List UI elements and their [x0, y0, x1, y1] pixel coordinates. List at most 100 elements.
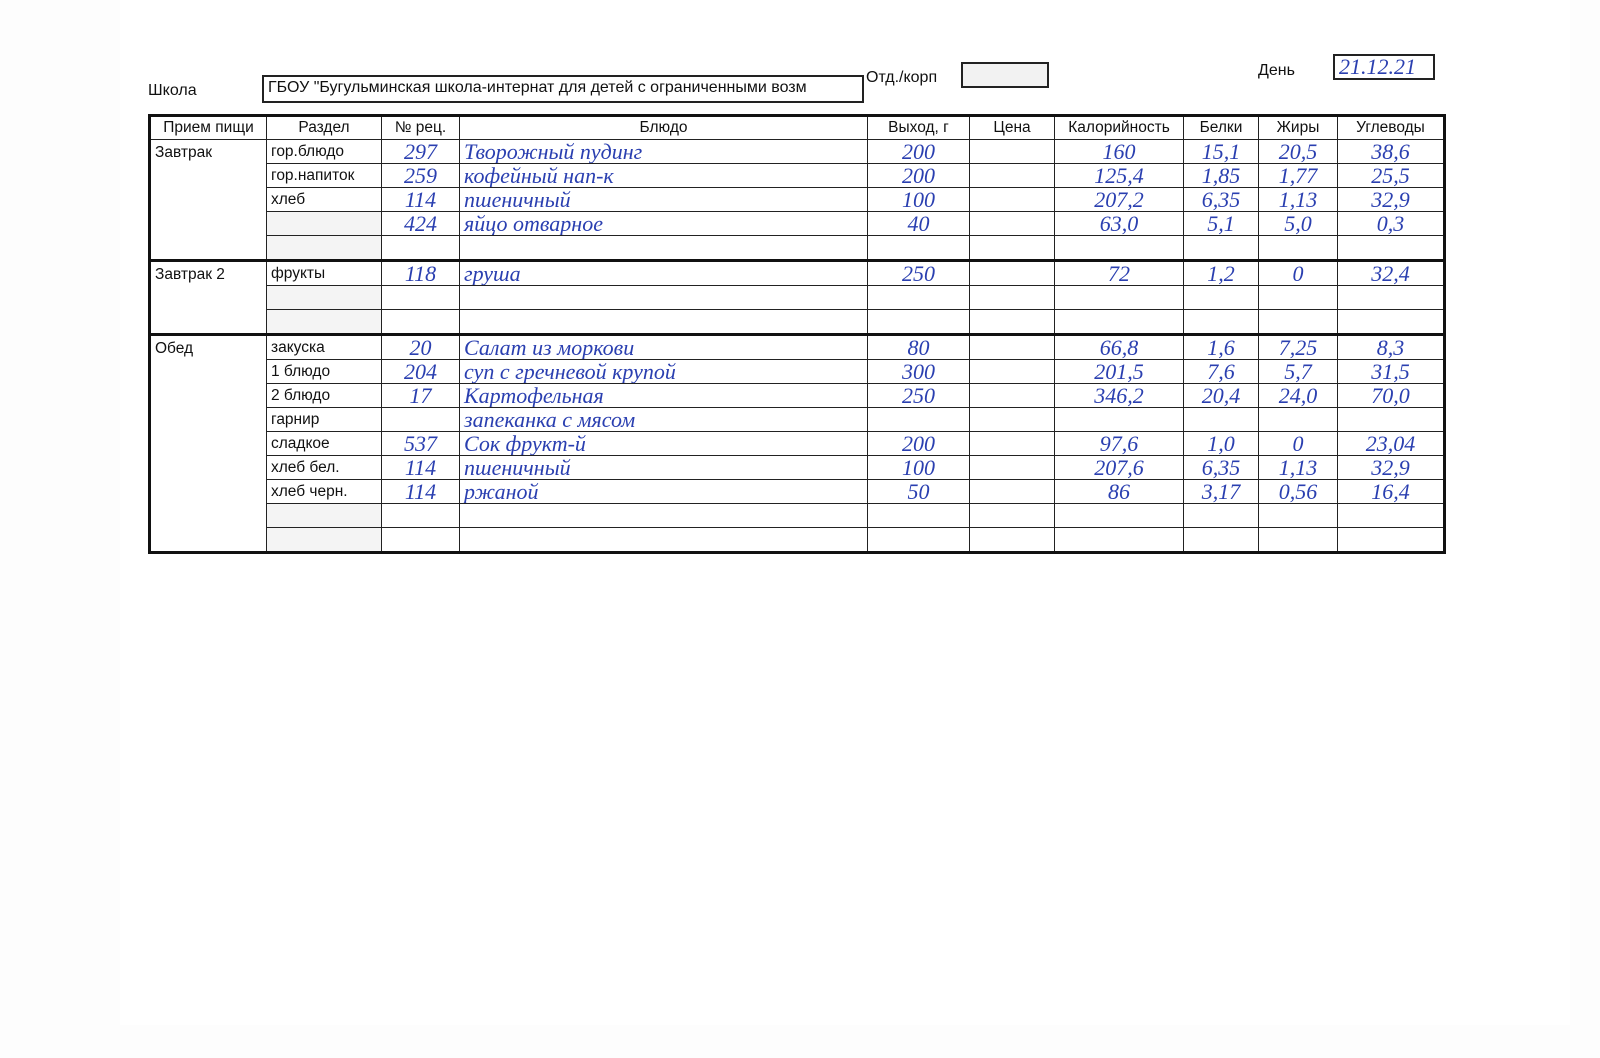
- cell-fat: [1258, 309, 1338, 335]
- cell-prot: 6,35: [1183, 187, 1259, 212]
- cell-section: [266, 309, 382, 335]
- column-header: Выход, г: [867, 115, 970, 140]
- table-row: хлеб черн. 114 ржаной 50 86 3,17 0,56 16,4: [150, 479, 1445, 504]
- cell-fat: 5,0: [1258, 211, 1338, 236]
- cell-price: [969, 455, 1055, 480]
- dept-label: Отд./корп: [866, 69, 938, 86]
- cell-out: 100: [867, 455, 970, 480]
- cell-dish: яйцо отварное: [459, 211, 868, 236]
- cell-kcal: 207,2: [1054, 187, 1184, 212]
- cell-price: [969, 309, 1055, 335]
- cell-fat: 0,56: [1258, 479, 1338, 504]
- cell-prot: 6,35: [1183, 455, 1259, 480]
- cell-kcal: [1054, 285, 1184, 310]
- cell-fat: 20,5: [1258, 139, 1338, 164]
- cell-carb: 70,0: [1337, 383, 1445, 408]
- table-row: Завтрак 2 фрукты 118 груша 250 72 1,2 0 32,4: [149, 259, 1445, 336]
- cell-rec: 17: [381, 383, 460, 408]
- cell-prot: 1,2: [1183, 259, 1259, 286]
- cell-kcal: 346,2: [1054, 383, 1184, 408]
- table-row: гор.напиток 259 кофейный нап-к 200 125,4 1,85…: [150, 163, 1445, 188]
- cell-price: [969, 211, 1055, 236]
- cell-section: [266, 235, 382, 261]
- cell-kcal: 207,6: [1054, 455, 1184, 480]
- cell-section: хлеб бел.: [266, 455, 382, 480]
- cell-prot: [1183, 235, 1259, 261]
- cell-section: гор.блюдо: [266, 139, 382, 164]
- cell-prot: 1,0: [1183, 431, 1259, 456]
- cell-rec: 118: [381, 259, 460, 286]
- cell-price: [969, 139, 1055, 164]
- dept-field: [961, 62, 1049, 88]
- table-row: гарнир запеканка с мясом: [150, 407, 1445, 432]
- cell-price: [969, 431, 1055, 456]
- table-row: [150, 235, 1445, 261]
- cell-rec: 297: [381, 139, 460, 164]
- cell-fat: 0: [1258, 259, 1338, 286]
- cell-section: сладкое: [266, 431, 382, 456]
- cell-carb: 8,3: [1337, 333, 1445, 360]
- cell-fat: [1258, 235, 1338, 261]
- school-label: Школа: [148, 82, 197, 99]
- cell-fat: 0: [1258, 431, 1338, 456]
- cell-rec: 259: [381, 163, 460, 188]
- cell-section: 2 блюдо: [266, 383, 382, 408]
- cell-kcal: 201,5: [1054, 359, 1184, 384]
- cell-dish: запеканка с мясом: [459, 407, 868, 432]
- cell-section: [266, 503, 382, 528]
- cell-prot: [1183, 527, 1259, 553]
- meal-name: Обед: [149, 333, 267, 554]
- cell-rec: 537: [381, 431, 460, 456]
- meal-name: Завтрак 2: [149, 259, 267, 336]
- cell-carb: [1337, 235, 1445, 261]
- table-row: Обед закуска 20 Салат из моркови 80 66,8 1,6 7,…: [149, 333, 1445, 554]
- cell-prot: 15,1: [1183, 139, 1259, 164]
- cell-out: 80: [867, 333, 970, 360]
- cell-kcal: [1054, 309, 1184, 335]
- meal-name: Завтрак: [149, 139, 267, 262]
- cell-prot: 1,85: [1183, 163, 1259, 188]
- cell-dish: Салат из моркови: [459, 333, 868, 360]
- cell-kcal: [1054, 503, 1184, 528]
- cell-price: [969, 527, 1055, 553]
- school-field: ГБОУ "Бугульминская школа-интернат для д…: [262, 75, 864, 103]
- cell-rec: [381, 285, 460, 310]
- cell-section: хлеб: [266, 187, 382, 212]
- cell-dish: [459, 285, 868, 310]
- cell-dish: кофейный нап-к: [459, 163, 868, 188]
- cell-carb: 38,6: [1337, 139, 1445, 164]
- cell-kcal: 66,8: [1054, 333, 1184, 360]
- cell-rec: 424: [381, 211, 460, 236]
- day-field: 21.12.21: [1333, 54, 1435, 80]
- cell-out: 250: [867, 259, 970, 286]
- table-row: сладкое 537 Сок фрукт-й 200 97,6 1,0 0 23,04: [150, 431, 1445, 456]
- day-label: День: [1258, 62, 1295, 79]
- cell-prot: [1183, 407, 1259, 432]
- cell-price: [969, 285, 1055, 310]
- column-header: Белки: [1183, 115, 1259, 140]
- cell-dish: груша: [459, 259, 868, 286]
- cell-section: [266, 527, 382, 553]
- cell-fat: 1,77: [1258, 163, 1338, 188]
- cell-fat: 1,13: [1258, 455, 1338, 480]
- table-row: [150, 309, 1445, 335]
- cell-fat: [1258, 527, 1338, 553]
- cell-price: [969, 359, 1055, 384]
- column-header: Жиры: [1258, 115, 1338, 140]
- cell-carb: [1337, 407, 1445, 432]
- cell-carb: [1337, 527, 1445, 553]
- cell-carb: 32,9: [1337, 187, 1445, 212]
- cell-out: 250: [867, 383, 970, 408]
- cell-prot: 3,17: [1183, 479, 1259, 504]
- table-row: 424 яйцо отварное 40 63,0 5,1 5,0 0,3: [150, 211, 1445, 236]
- cell-fat: [1258, 285, 1338, 310]
- column-header: Углеводы: [1337, 115, 1445, 140]
- cell-dish: суп с гречневой крупой: [459, 359, 868, 384]
- cell-out: [867, 235, 970, 261]
- cell-section: хлеб черн.: [266, 479, 382, 504]
- cell-kcal: [1054, 235, 1184, 261]
- cell-section: 1 блюдо: [266, 359, 382, 384]
- column-header: Раздел: [266, 115, 382, 140]
- cell-carb: 0,3: [1337, 211, 1445, 236]
- cell-prot: 5,1: [1183, 211, 1259, 236]
